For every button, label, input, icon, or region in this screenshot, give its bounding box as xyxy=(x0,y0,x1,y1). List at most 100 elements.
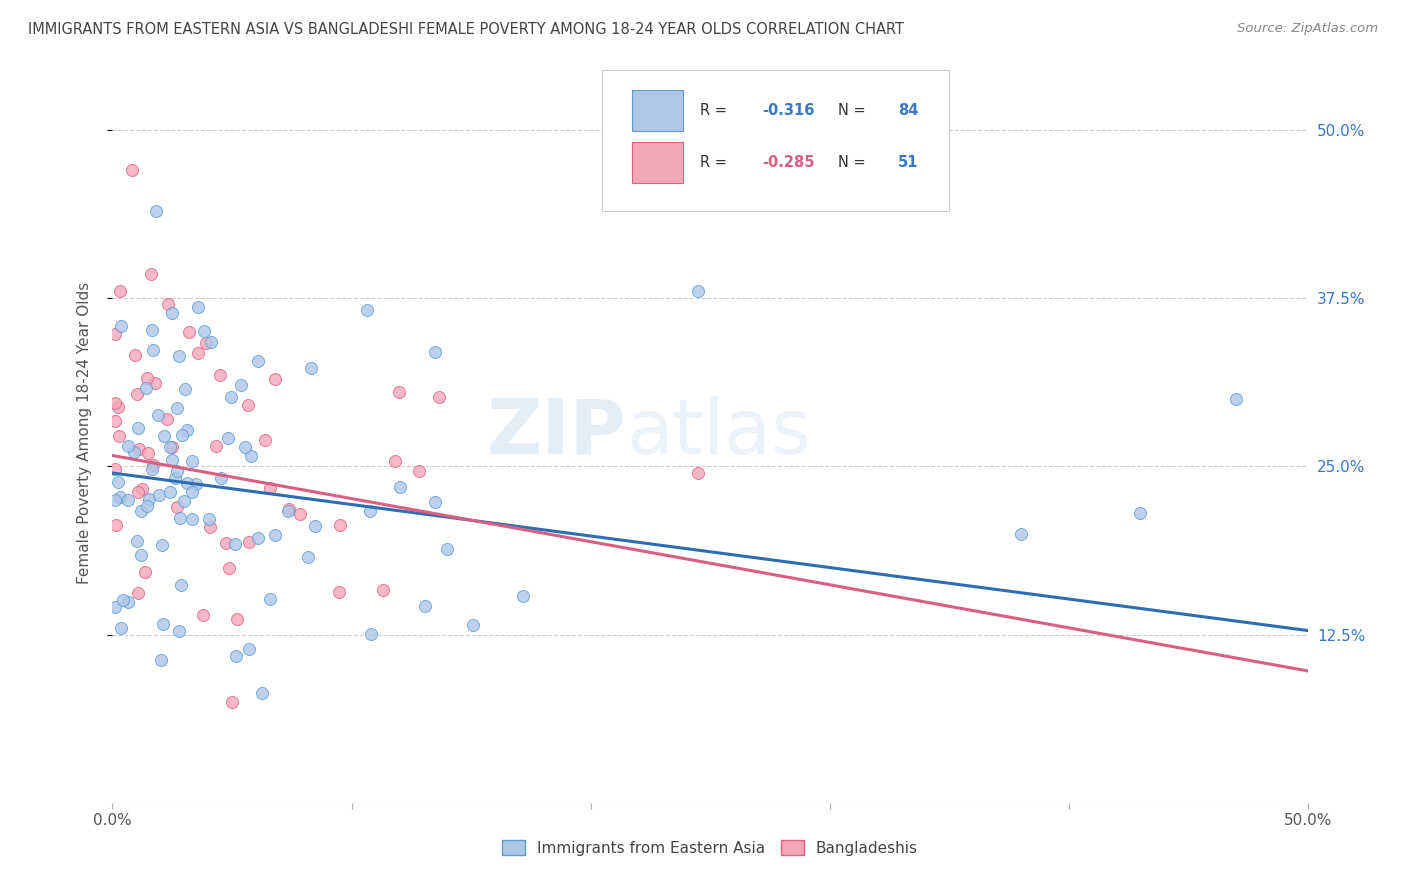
Point xyxy=(198,512,221,526)
Point xyxy=(1225,392,1247,406)
Point xyxy=(122,445,145,459)
Point xyxy=(173,494,195,508)
Point xyxy=(1010,526,1032,541)
Text: R =: R = xyxy=(700,155,733,169)
Point xyxy=(218,561,240,575)
Point xyxy=(142,343,165,358)
Point xyxy=(246,531,269,545)
Point xyxy=(512,589,534,603)
Text: 51: 51 xyxy=(897,155,918,169)
Legend: Immigrants from Eastern Asia, Bangladeshis: Immigrants from Eastern Asia, Bangladesh… xyxy=(496,834,924,862)
Point xyxy=(104,599,127,614)
Point xyxy=(167,624,190,639)
Point xyxy=(423,495,446,509)
Point xyxy=(184,476,207,491)
Point xyxy=(221,695,243,709)
Point xyxy=(359,504,381,518)
Point xyxy=(108,284,131,298)
Point xyxy=(127,421,149,435)
Text: N =: N = xyxy=(838,103,870,118)
Point xyxy=(121,163,143,178)
Point xyxy=(169,349,191,363)
Point xyxy=(174,382,197,396)
Text: atlas: atlas xyxy=(627,396,811,469)
Point xyxy=(277,504,299,518)
Point xyxy=(425,344,447,359)
Point xyxy=(148,488,170,502)
Point xyxy=(181,512,204,526)
Text: 84: 84 xyxy=(897,103,918,118)
Text: Source: ZipAtlas.com: Source: ZipAtlas.com xyxy=(1237,22,1378,36)
Point xyxy=(111,593,134,607)
Point xyxy=(110,319,132,334)
Point xyxy=(205,439,228,453)
Point xyxy=(388,385,411,400)
Point xyxy=(143,376,166,391)
Point xyxy=(297,549,319,564)
Bar xyxy=(633,142,682,183)
Point xyxy=(107,401,129,415)
Point xyxy=(389,480,412,494)
Point xyxy=(166,401,188,415)
Point xyxy=(198,520,221,534)
Point xyxy=(159,485,181,500)
Point xyxy=(141,461,163,475)
Point xyxy=(152,617,174,632)
Point xyxy=(108,490,131,504)
Point xyxy=(136,446,159,460)
Point xyxy=(117,439,139,453)
Point xyxy=(157,296,180,310)
Point xyxy=(688,466,710,480)
Point xyxy=(217,432,239,446)
Point xyxy=(153,428,176,442)
Point xyxy=(172,428,194,442)
Point xyxy=(134,565,156,579)
Point xyxy=(146,408,169,422)
Point xyxy=(104,518,127,533)
Point xyxy=(226,612,249,626)
Point xyxy=(187,300,209,314)
Point xyxy=(356,302,378,317)
Point xyxy=(163,471,186,485)
Point xyxy=(104,493,127,508)
Text: ZIP: ZIP xyxy=(486,396,627,469)
Point xyxy=(176,475,198,490)
Point xyxy=(129,503,152,517)
Point xyxy=(461,618,484,632)
Point xyxy=(104,396,127,410)
Point xyxy=(436,542,458,557)
Point xyxy=(127,585,149,599)
Point xyxy=(136,500,159,514)
Point xyxy=(371,583,394,598)
Point xyxy=(162,453,184,467)
Point xyxy=(124,348,146,362)
Point xyxy=(169,511,191,525)
Point xyxy=(159,440,181,454)
Point xyxy=(117,492,139,507)
Point xyxy=(259,592,281,607)
Point xyxy=(229,378,252,392)
Point xyxy=(200,334,222,349)
Point xyxy=(145,203,167,218)
Point xyxy=(224,537,246,551)
Point xyxy=(360,627,382,641)
Text: IMMIGRANTS FROM EASTERN ASIA VS BANGLADESHI FEMALE POVERTY AMONG 18-24 YEAR OLDS: IMMIGRANTS FROM EASTERN ASIA VS BANGLADE… xyxy=(28,22,904,37)
Point xyxy=(104,414,127,428)
Point xyxy=(209,368,232,383)
Point xyxy=(253,433,276,447)
Point xyxy=(176,423,198,437)
Point xyxy=(127,485,149,500)
Point xyxy=(104,461,127,475)
Bar xyxy=(633,90,682,131)
Point xyxy=(141,268,163,282)
Point xyxy=(290,507,312,521)
Point xyxy=(138,491,160,506)
Point xyxy=(238,641,260,656)
Text: R =: R = xyxy=(700,103,733,118)
Point xyxy=(141,322,163,336)
Y-axis label: Female Poverty Among 18-24 Year Olds: Female Poverty Among 18-24 Year Olds xyxy=(77,282,91,583)
Point xyxy=(247,353,270,368)
Point xyxy=(160,440,183,454)
Point xyxy=(177,325,200,339)
Point xyxy=(250,686,273,700)
